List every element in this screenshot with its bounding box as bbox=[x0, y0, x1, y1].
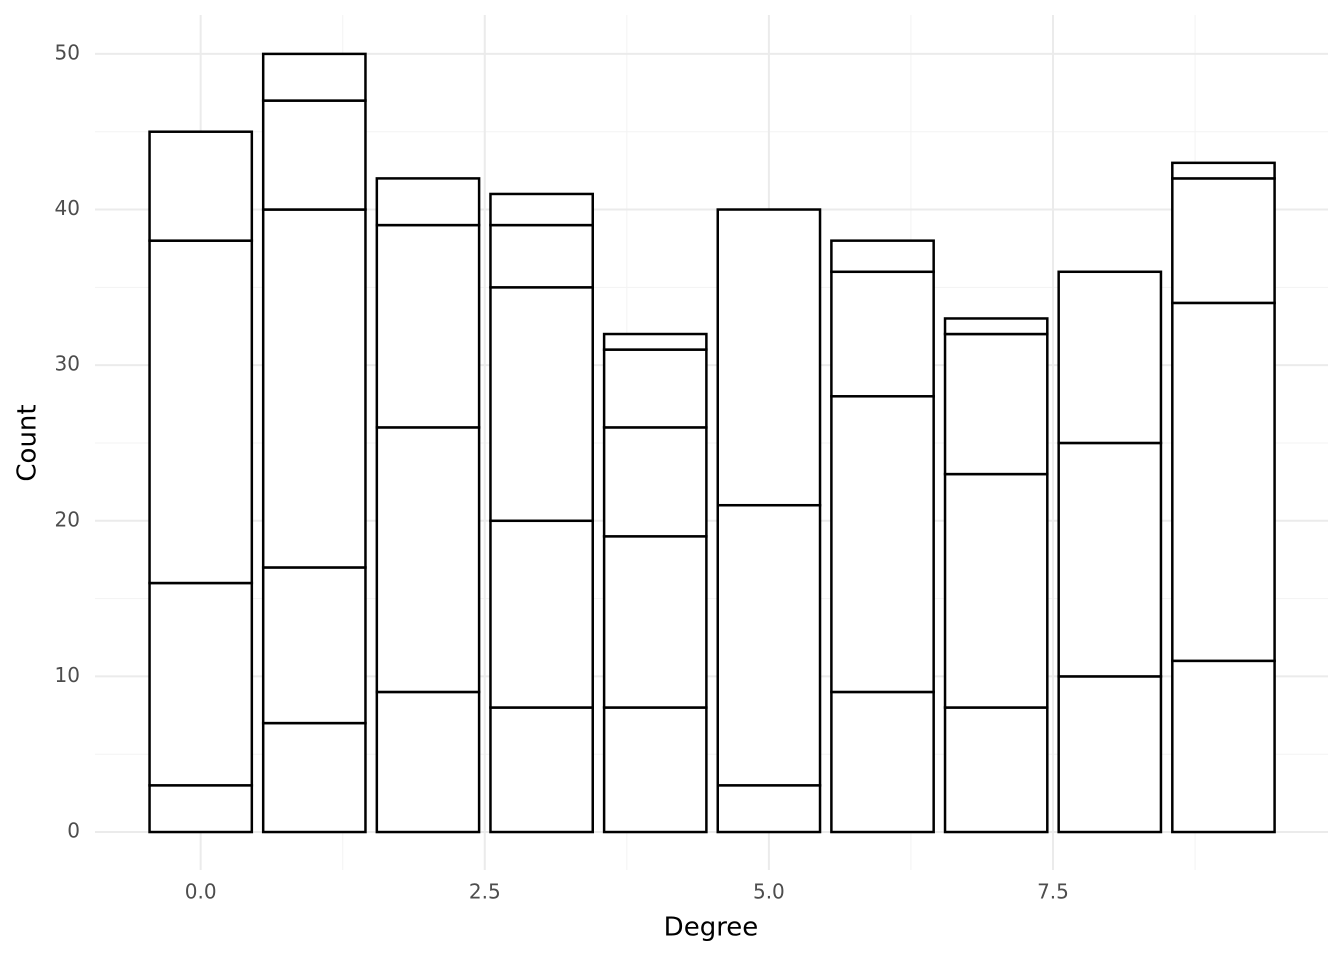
bar-segment bbox=[148, 239, 254, 585]
y-axis-title: Count bbox=[13, 404, 43, 481]
bar-segment bbox=[489, 192, 594, 227]
bar-segment bbox=[830, 270, 935, 398]
bar-segment bbox=[1057, 441, 1163, 678]
bar-segment bbox=[602, 535, 708, 709]
bar-segment bbox=[261, 52, 367, 102]
y-tick-label: 20 bbox=[55, 507, 80, 531]
bar-segment bbox=[261, 99, 367, 211]
bar-segment bbox=[716, 784, 822, 834]
bar-segment bbox=[602, 332, 708, 351]
y-tick-label: 30 bbox=[55, 352, 80, 376]
x-tick-label: 2.5 bbox=[469, 880, 501, 904]
bar-segment bbox=[602, 706, 708, 834]
bar-segment bbox=[830, 239, 935, 274]
bar-segment bbox=[943, 332, 1049, 476]
y-tick-label: 40 bbox=[55, 196, 80, 220]
bars bbox=[148, 52, 1276, 834]
bar-segment bbox=[1171, 161, 1276, 180]
bar-segment bbox=[261, 721, 367, 834]
bar-segment bbox=[489, 706, 594, 834]
bar-segment bbox=[148, 784, 254, 834]
bar-segment bbox=[830, 395, 935, 694]
bar-segment bbox=[602, 426, 708, 538]
bar-segment bbox=[489, 286, 594, 523]
bar-segment bbox=[375, 690, 481, 834]
y-tick-label: 0 bbox=[67, 819, 80, 843]
bar-segment bbox=[148, 581, 254, 787]
bar-segment bbox=[1057, 675, 1163, 834]
bar-segment bbox=[1057, 270, 1163, 445]
bar-segment bbox=[943, 706, 1049, 834]
bar-segment bbox=[830, 690, 935, 834]
bar-segment bbox=[375, 223, 481, 429]
bar-segment bbox=[148, 130, 254, 242]
bar-segment bbox=[375, 177, 481, 227]
y-tick-label: 10 bbox=[55, 663, 80, 687]
bar-segment bbox=[943, 472, 1049, 709]
y-tick-label: 50 bbox=[55, 40, 80, 64]
bar-segment bbox=[1171, 659, 1276, 834]
x-axis-title: Degree bbox=[664, 913, 759, 943]
bar-segment bbox=[1171, 177, 1276, 305]
bar-segment bbox=[716, 503, 822, 787]
bar-segment bbox=[261, 208, 367, 569]
bar-segment bbox=[943, 317, 1049, 336]
x-tick-label: 5.0 bbox=[753, 880, 785, 904]
bar-segment bbox=[489, 223, 594, 289]
bar-segment bbox=[489, 519, 594, 709]
bar-segment bbox=[602, 348, 708, 429]
bar-segment bbox=[375, 426, 481, 694]
bar-segment bbox=[1171, 301, 1276, 663]
x-tick-label: 7.5 bbox=[1037, 880, 1069, 904]
bar-segment bbox=[716, 208, 822, 507]
bar-segment bbox=[261, 566, 367, 725]
x-tick-label: 0.0 bbox=[185, 880, 217, 904]
